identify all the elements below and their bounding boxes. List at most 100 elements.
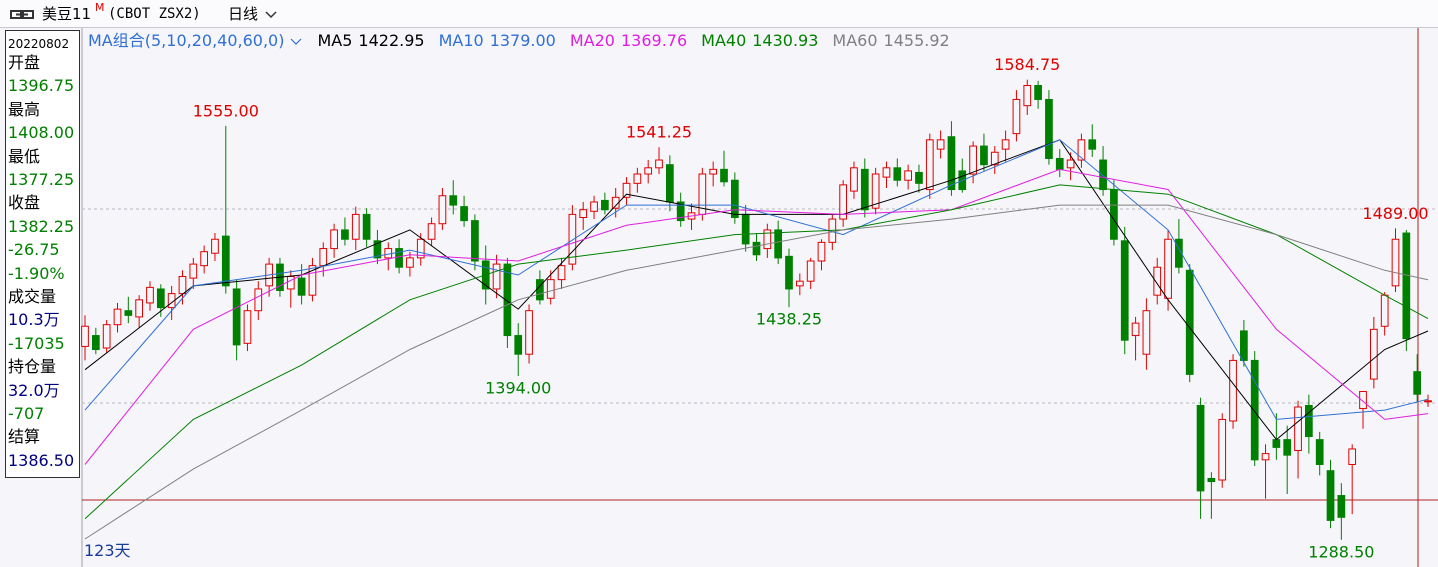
candle-body [1413, 371, 1422, 395]
link-icon [10, 10, 34, 19]
dropdown-icon[interactable] [289, 31, 303, 51]
candle-body [221, 235, 230, 287]
info-row: 1377.25 [8, 170, 75, 189]
candle-body [568, 213, 577, 265]
indicator[interactable]: MA组合(5,10,20,40,60,0) [88, 31, 285, 50]
candle-body [655, 159, 663, 169]
period[interactable]: 日线 [228, 5, 259, 23]
candle-body [135, 299, 144, 318]
candle-body [579, 209, 588, 219]
candle-body [806, 260, 815, 282]
candle-body [1142, 310, 1151, 355]
candle-body [1196, 404, 1205, 492]
info-row: 收盘 [8, 193, 41, 213]
candle-body [351, 213, 360, 240]
candle-body [525, 310, 533, 355]
candle-body [297, 277, 306, 296]
candle-body [1402, 232, 1411, 340]
candle-body [1077, 139, 1086, 161]
candle-body [1164, 238, 1172, 299]
candle-body [406, 257, 414, 268]
info-row: 最高 [8, 99, 41, 119]
candle-body [416, 238, 425, 259]
candle-body [460, 206, 468, 222]
price-annotation: 1394.00 [485, 378, 551, 397]
candle-body [850, 167, 858, 192]
candle-body [1283, 439, 1292, 456]
info-row: 最低 [8, 146, 41, 166]
info-row: 成交量 [8, 287, 57, 306]
candle-body [492, 263, 501, 290]
candle-body [449, 195, 458, 206]
candle-body [1012, 98, 1021, 135]
candle-body [243, 310, 252, 344]
candle-body [330, 229, 338, 250]
info-row: -1.90% [8, 263, 65, 283]
price-annotation: 1288.50 [1308, 542, 1374, 561]
candle-body [1099, 159, 1107, 191]
candle-body [1185, 269, 1194, 375]
legend-value: 1455.92 [883, 31, 950, 50]
info-row: 开盘 [8, 53, 41, 72]
candle-body [91, 335, 100, 351]
candle-body [232, 288, 241, 346]
legend: MA组合(5,10,20,40,60,0) MA5 1422.95 MA10 1379… [88, 31, 964, 51]
legend-value: 1430.93 [752, 31, 819, 50]
candle-body [427, 223, 436, 240]
candle-body [102, 324, 111, 349]
candle-body [471, 220, 479, 262]
symbol[interactable]: 美豆11 [42, 5, 92, 23]
date: 20220802 [8, 37, 70, 51]
candle-body [341, 229, 349, 240]
candle-body [774, 229, 783, 259]
candle-body [438, 195, 447, 225]
legend-name: MA60 [832, 31, 878, 50]
candle-body [676, 201, 685, 222]
candle-body [514, 335, 523, 355]
candle-body [741, 213, 750, 245]
candle-body [925, 139, 934, 191]
candle-body [590, 201, 598, 212]
legend-value: 1422.95 [358, 31, 425, 50]
candle-body [546, 279, 555, 299]
candle-body [1229, 359, 1237, 422]
candle-body [113, 308, 122, 326]
candle-body [557, 265, 566, 281]
candle-body [1066, 159, 1075, 169]
info-panel: 20220802 开盘 1396.75 最高 1408.00 最低 1377.25 收盘 13… [5, 30, 80, 478]
candle-body [1337, 495, 1346, 518]
candle-body [785, 255, 793, 290]
candle-body [536, 279, 544, 301]
candle-body [893, 167, 902, 181]
candle-body [730, 179, 739, 219]
candle-body [665, 164, 674, 203]
candle-body [1131, 322, 1140, 337]
ma-line [84, 184, 1429, 520]
candle-body [839, 184, 848, 220]
candle-body [178, 276, 187, 295]
dropdown-icon[interactable] [265, 10, 277, 20]
code: (CBOT ZSX2) [108, 6, 201, 22]
candle-body [795, 280, 804, 287]
candle-body [1250, 359, 1259, 461]
candle-body [1055, 157, 1064, 170]
candle-body [1207, 477, 1216, 483]
candle-body [882, 167, 891, 178]
candle-body [1001, 139, 1010, 150]
candle-body [860, 168, 869, 211]
candle-body [601, 199, 609, 211]
info-row: 1382.25 [8, 216, 75, 236]
ma-line [84, 168, 1429, 465]
legend-value: 1369.76 [620, 31, 688, 50]
candle-body [1218, 418, 1227, 481]
candle-body [871, 173, 880, 209]
candle-body [1261, 453, 1270, 461]
candle-body [644, 167, 653, 175]
price-annotation: 1584.75 [994, 55, 1060, 74]
badge: M [95, 1, 105, 14]
legend-name: MA20 [569, 31, 615, 50]
candle-body [980, 145, 988, 166]
ma-line [84, 139, 1429, 441]
header: 美豆11 M (CBOT ZSX2) 日线 [0, 0, 1438, 28]
